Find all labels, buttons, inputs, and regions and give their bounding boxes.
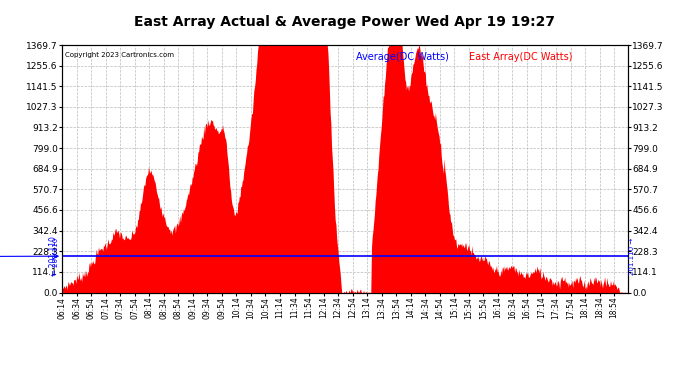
Text: 201.110 →: 201.110 → xyxy=(629,237,635,275)
Text: Copyright 2023 Cartronics.com: Copyright 2023 Cartronics.com xyxy=(65,53,174,58)
Text: ← 201.110: ← 201.110 xyxy=(53,237,59,275)
Text: Average(DC Watts): Average(DC Watts) xyxy=(356,53,449,62)
Text: ← 201.110: ← 201.110 xyxy=(49,236,58,276)
Title: East Array Actual & Average Power Wed Apr 19 19:27: East Array Actual & Average Power Wed Ap… xyxy=(135,15,555,28)
Text: East Array(DC Watts): East Array(DC Watts) xyxy=(469,53,573,62)
